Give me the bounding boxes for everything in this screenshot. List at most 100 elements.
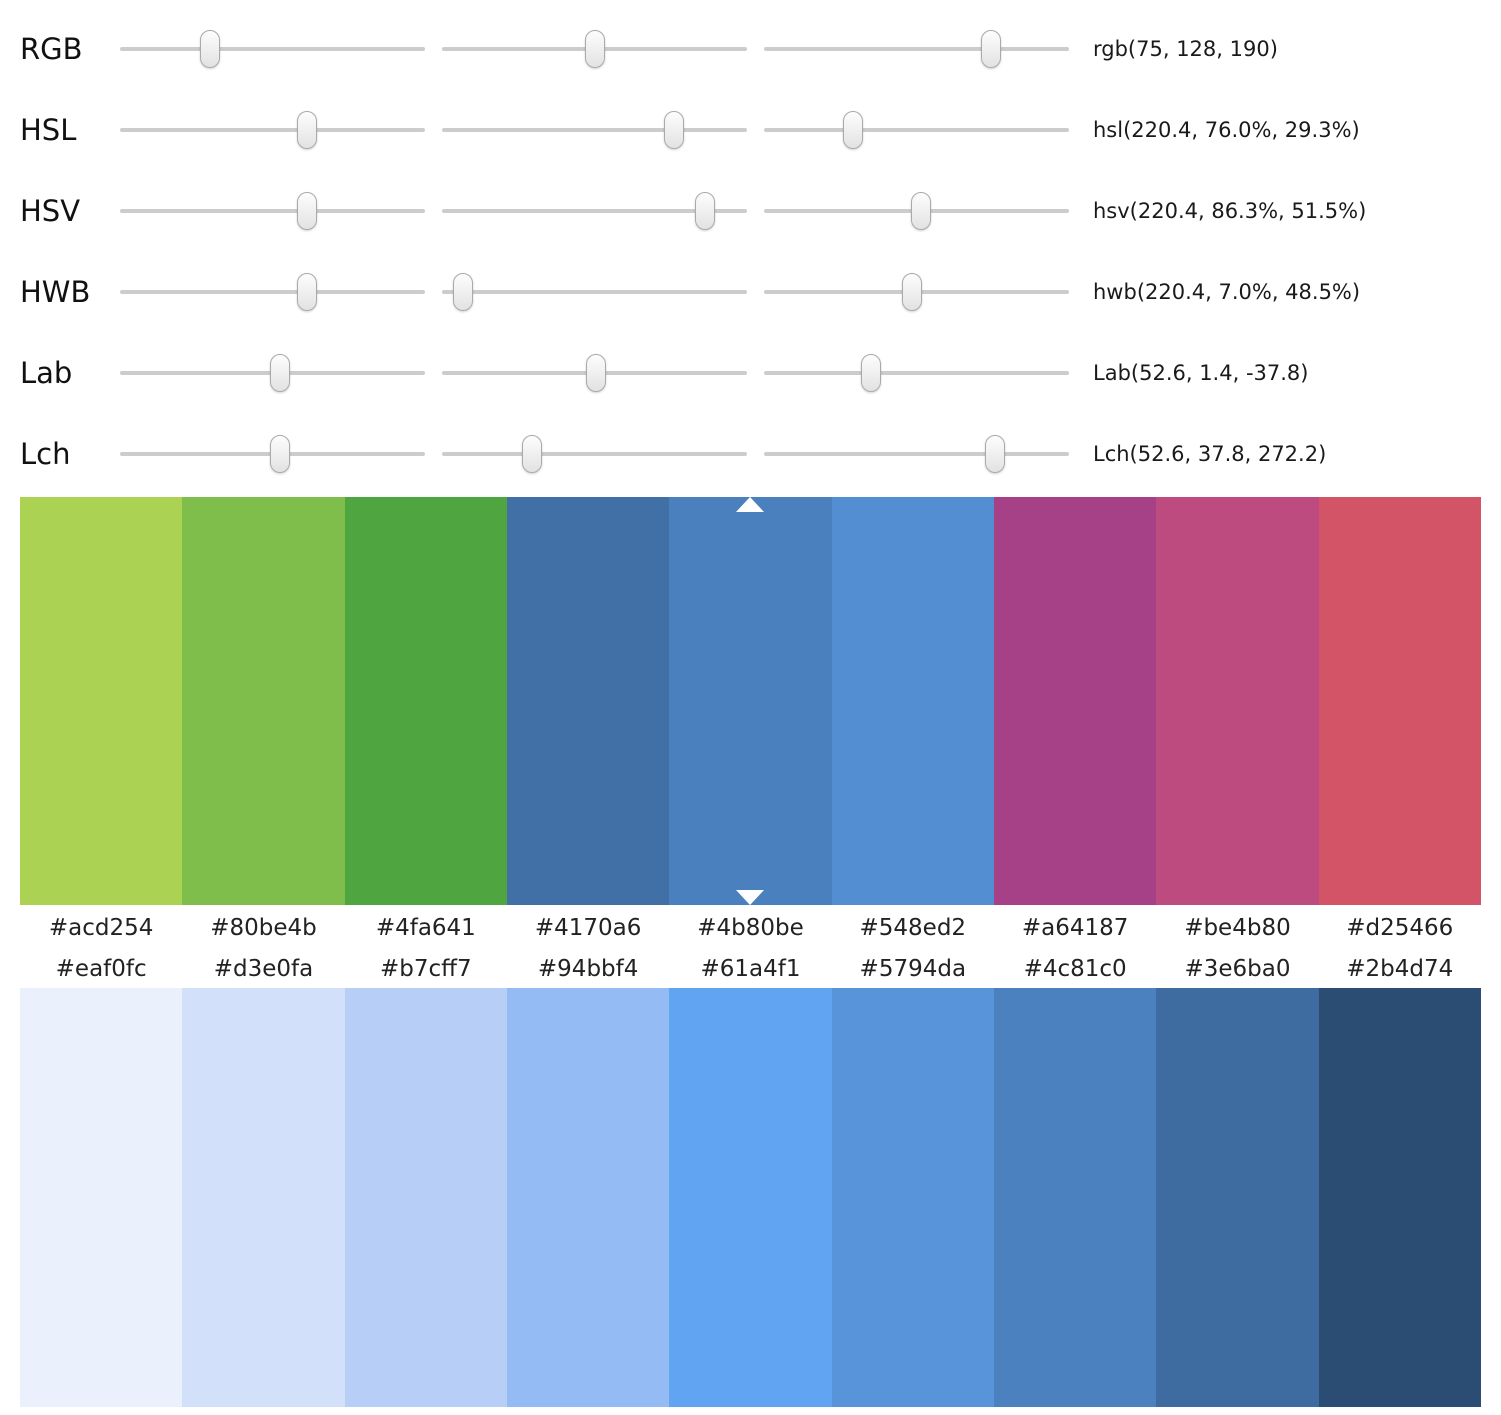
slider-track-line [764,46,1069,51]
slider-thumb[interactable] [453,272,474,311]
color-model-label: HSL [20,112,77,147]
slider-lch-1[interactable] [442,432,747,476]
color-value-readout: Lab(52.6, 1.4, -37.8) [1093,360,1309,385]
swatch[interactable] [993,988,1157,1407]
slider-hsl-0[interactable] [120,108,425,152]
color-model-label: RGB [20,31,83,66]
slider-thumb[interactable] [911,191,932,230]
slider-track-line [442,451,747,456]
swatch[interactable] [344,988,507,1407]
slider-rgb-1[interactable] [442,27,747,71]
slider-row-hwb: HWB hwb(220.4, 7.0%, 48.5%) [0,251,1501,332]
swatch[interactable] [20,497,183,905]
slider-thumb[interactable] [199,29,220,68]
swatch[interactable] [993,497,1157,905]
slider-row-hsv: HSV hsv(220.4, 86.3%, 51.5%) [0,170,1501,251]
slider-track-line [120,289,425,294]
tint-palette [20,988,1481,1407]
slider-hsl-2[interactable] [764,108,1069,152]
swatch-hex-label: #acd254 [48,914,154,941]
slider-row-rgb: RGB rgb(75, 128, 190) [0,8,1501,89]
color-model-label: Lch [20,436,71,471]
slider-track-line [120,208,425,213]
slider-thumb[interactable] [296,191,317,230]
slider-track-line [120,127,425,132]
color-value-readout: Lch(52.6, 37.8, 272.2) [1093,441,1327,466]
swatch-hex-label: #61a4f1 [700,956,801,982]
slider-lch-2[interactable] [764,432,1069,476]
slider-lch-0[interactable] [120,432,425,476]
slider-thumb[interactable] [984,434,1005,473]
swatch-hex-label: #94bbf4 [537,956,639,982]
swatch-selected[interactable] [669,497,832,905]
swatch-hex-label: #4c81c0 [1023,956,1127,982]
swatch-hex-label: #2b4d74 [1346,956,1454,982]
swatch-hex-label: #d25466 [1346,914,1454,941]
color-value-readout: rgb(75, 128, 190) [1093,36,1278,61]
slider-hsl-1[interactable] [442,108,747,152]
slider-lab-0[interactable] [120,351,425,395]
slider-hwb-2[interactable] [764,270,1069,314]
slider-row-hsl: HSL hsl(220.4, 76.0%, 29.3%) [0,89,1501,170]
swatch-hex-label: #4b80be [697,914,804,941]
swatch[interactable] [831,497,994,905]
slider-thumb[interactable] [585,29,606,68]
swatch-hex-label: #548ed2 [859,914,967,941]
swatch-hex-label: #d3e0fa [213,956,314,982]
slider-track-line [764,370,1069,375]
slider-thumb[interactable] [901,272,922,311]
slider-track-line [764,451,1069,456]
slider-thumb[interactable] [296,272,317,311]
slider-thumb[interactable] [270,434,291,473]
swatch-hex-label: #80be4b [210,914,317,941]
slider-hwb-0[interactable] [120,270,425,314]
hue-palette [20,497,1481,905]
swatch-hex-label: #3e6ba0 [1184,956,1291,982]
slider-thumb[interactable] [270,353,291,392]
color-model-label: Lab [20,355,73,390]
swatch[interactable] [506,988,670,1407]
slider-rgb-0[interactable] [120,27,425,71]
slider-thumb[interactable] [521,434,542,473]
slider-rgb-2[interactable] [764,27,1069,71]
selected-swatch-notch-bottom-icon [736,890,765,905]
swatch-hex-label: #be4b80 [1184,914,1291,941]
slider-lab-2[interactable] [764,351,1069,395]
slider-thumb[interactable] [663,110,684,149]
swatch[interactable] [1156,988,1319,1407]
swatch[interactable] [506,497,670,905]
swatch[interactable] [831,988,994,1407]
selected-swatch-notch-top-icon [736,497,765,512]
swatch-hex-label: #eaf0fc [55,956,147,982]
swatch[interactable] [20,988,183,1407]
color-model-label: HSV [20,193,81,228]
slider-track-line [442,127,747,132]
slider-hsv-2[interactable] [764,189,1069,233]
swatch[interactable] [1318,497,1481,905]
slider-hsv-0[interactable] [120,189,425,233]
swatch-hex-label: #a64187 [1021,914,1129,941]
slider-thumb[interactable] [843,110,864,149]
slider-lab-1[interactable] [442,351,747,395]
swatch[interactable] [1318,988,1481,1407]
swatch-hex-label: #4fa641 [375,914,476,941]
slider-thumb[interactable] [981,29,1002,68]
swatch[interactable] [344,497,507,905]
slider-track-line [442,208,747,213]
slider-thumb[interactable] [586,353,607,392]
swatch[interactable] [182,497,345,905]
color-value-readout: hwb(220.4, 7.0%, 48.5%) [1093,279,1361,304]
slider-row-lab: Lab Lab(52.6, 1.4, -37.8) [0,332,1501,413]
slider-panel: RGB rgb(75, 128, 190) HSL hsl(220.4, [0,0,1501,494]
tint-palette-labels: #eaf0fc #d3e0fa #b7cff7 #94bbf4 #61a4f1 #5794… [20,950,1481,988]
slider-hsv-1[interactable] [442,189,747,233]
swatch[interactable] [669,988,832,1407]
hue-palette-labels: #acd254 #80be4b #4fa641 #4170a6 #4b80be #548e… [20,905,1481,950]
slider-thumb[interactable] [695,191,716,230]
swatch[interactable] [182,988,345,1407]
slider-thumb[interactable] [861,353,882,392]
swatch[interactable] [1156,497,1319,905]
slider-hwb-1[interactable] [442,270,747,314]
slider-thumb[interactable] [296,110,317,149]
